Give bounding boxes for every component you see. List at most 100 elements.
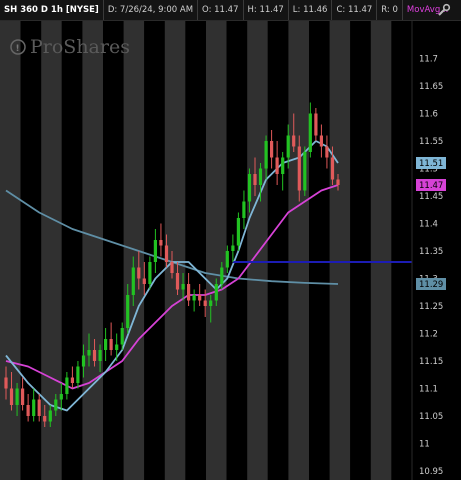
info-icon-glyph: ! [16,44,20,54]
price-axis: 11.711.6511.611.5511.511.4511.411.3511.3… [411,20,461,480]
candle-body [26,405,30,416]
y-tick-label: 11.55 [419,137,443,147]
candle-body [65,377,69,394]
y-tick-label: 11.65 [419,82,443,92]
candle-body [225,251,229,268]
session-band [370,20,392,480]
candle-body [104,339,108,350]
session-band [164,20,186,480]
price-tag-label: 11.29 [419,280,443,290]
close-label: C: 11.47 [332,0,378,20]
ma-fast-line [5,140,339,412]
session-band [226,20,248,480]
y-tick-label: 11.2 [419,330,438,340]
candle-body [214,284,218,301]
session-band [350,20,371,480]
candle-body [153,240,157,262]
candle-body [319,135,323,147]
candle-body [21,388,25,405]
candle-body [220,267,224,284]
candle-body [81,355,86,367]
symbol-label[interactable]: SH 360 D 1h [NYSE] [0,0,104,20]
candle-body [98,350,102,361]
session-band [267,20,289,480]
y-tick-label: 10.95 [419,467,443,477]
price-tag-label: 11.51 [419,159,443,169]
candle-body [9,388,14,405]
candle-body [292,135,296,147]
y-tick-label: 11.25 [419,302,443,312]
y-tick-label: 11.1 [419,385,438,395]
candle-body [109,339,113,350]
candle-body [247,174,252,202]
candle-body [336,179,340,185]
candle-body [181,284,185,290]
price-tag [416,157,446,169]
candle-body [131,267,135,295]
y-tick-label: 11.4 [419,220,438,230]
candle-body [209,300,213,306]
session-band [82,20,103,480]
session-band [61,20,83,480]
wrench-icon[interactable] [437,3,451,17]
candle-body [70,377,74,383]
session-band [309,20,330,480]
session-band [103,20,124,480]
session-band [0,20,21,480]
wrench-icon-graphic [438,3,451,16]
candle-body [286,135,290,158]
candle-body [192,295,196,301]
candles [4,102,340,427]
y-tick-label: 11.45 [419,192,443,202]
candle-body [115,344,119,350]
open-label: O: 11.47 [198,0,244,20]
candle-body [15,388,19,405]
candle-body [175,273,180,290]
candle-body [281,157,285,174]
y-tick-label: 11.15 [419,357,443,367]
session-band [247,20,268,480]
candle-body [32,399,36,416]
candle-body [236,218,240,246]
session-bands [0,20,412,480]
candle-body [148,262,152,284]
y-tick-label: 11 [419,440,430,450]
candle-body [308,113,312,152]
study-label[interactable]: MovAvg... [406,5,449,15]
candle-body [264,141,268,169]
candle-body [203,300,207,306]
candle-body [159,240,163,246]
session-band [41,20,62,480]
candle-body [142,278,146,284]
price-tag-label: 11.47 [419,181,443,191]
axis-background [412,20,461,480]
candle-body [120,328,124,345]
low-label: L: 11.46 [289,0,333,20]
candle-body [59,394,63,400]
y-tick-label: 11.5 [419,165,438,175]
price-tag [416,278,446,290]
watermark: ! ProShares [10,36,130,58]
candle-body [270,141,274,158]
candle-body [275,157,279,174]
candle-body [87,350,91,356]
candle-body [4,377,8,389]
candle-body [54,399,58,411]
info-icon [10,39,26,55]
candle-body [170,262,174,273]
candle-body [164,245,169,262]
range-label: R: 0 [377,0,403,20]
candle-body [198,295,202,301]
y-tick-label: 11.6 [419,110,438,120]
watermark-text: ProShares [30,36,130,58]
candle-body [187,284,191,301]
price-tag [416,179,446,191]
candle-body [92,350,97,361]
session-band [391,20,412,480]
session-band [288,20,309,480]
candle-body [314,113,318,136]
session-band [185,20,206,480]
candle-body [253,174,257,185]
